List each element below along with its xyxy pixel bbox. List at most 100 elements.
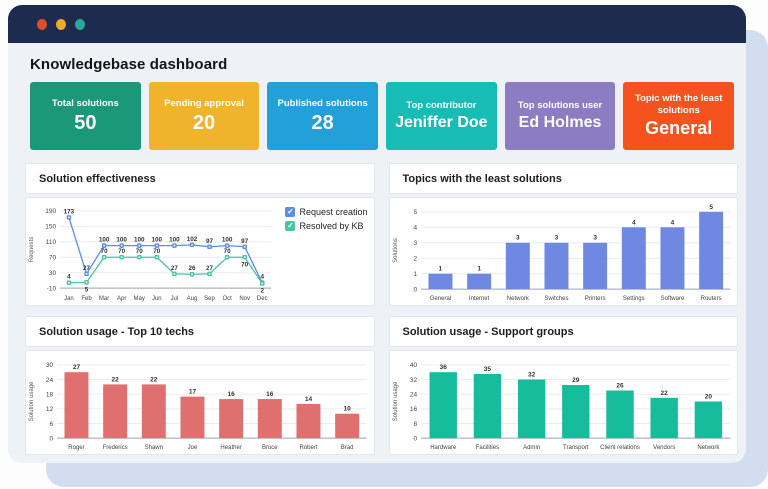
- bar-chart-solution-usage-top-techs: 0 6 12 18 24 30 Solution usage 27 Roger 22 Frederi…: [25, 350, 375, 455]
- svg-text:4: 4: [670, 219, 674, 226]
- svg-text:16: 16: [228, 391, 236, 398]
- panel-header: Solution effectiveness: [25, 163, 375, 194]
- window-titlebar: [8, 5, 746, 43]
- kpi-value: Jeniffer Doe: [395, 114, 488, 132]
- svg-text:-10: -10: [47, 285, 57, 292]
- svg-text:Software: Software: [660, 296, 684, 302]
- svg-text:Network: Network: [506, 296, 529, 302]
- panel-solution-usage-top-techs: Solution usage - Top 10 techs 0 6 12 18 24 30…: [25, 316, 375, 455]
- checkbox-checked-icon[interactable]: ✓: [285, 221, 296, 231]
- svg-text:18: 18: [46, 391, 54, 398]
- svg-text:70: 70: [101, 248, 109, 255]
- svg-text:Switches: Switches: [544, 296, 568, 302]
- svg-text:Heather: Heather: [220, 445, 241, 451]
- svg-text:Mar: Mar: [99, 296, 109, 302]
- svg-text:173: 173: [64, 208, 75, 215]
- svg-text:29: 29: [572, 377, 580, 384]
- svg-text:97: 97: [241, 238, 249, 245]
- svg-text:Apr: Apr: [117, 296, 126, 302]
- browser-window: Knowledgebase dashboard Total solutions …: [8, 5, 746, 463]
- svg-text:Jan: Jan: [64, 296, 74, 302]
- svg-text:22: 22: [660, 390, 668, 397]
- minimize-icon[interactable]: [56, 18, 66, 30]
- svg-text:1: 1: [477, 266, 481, 273]
- kpi-label: Top solutions user: [517, 100, 603, 111]
- chart-legend: ✓ Request creation ✓ Resolved by KB: [285, 207, 368, 231]
- svg-text:3: 3: [593, 235, 597, 242]
- svg-text:Admin: Admin: [523, 445, 540, 451]
- svg-text:Bruce: Bruce: [262, 445, 278, 451]
- svg-text:20: 20: [704, 393, 712, 400]
- svg-text:Roger: Roger: [68, 445, 84, 451]
- maximize-icon[interactable]: [75, 18, 85, 30]
- svg-text:102: 102: [187, 236, 198, 243]
- svg-text:Feb: Feb: [81, 296, 92, 302]
- svg-text:Frederics: Frederics: [103, 445, 128, 451]
- svg-text:Jun: Jun: [152, 296, 162, 302]
- svg-text:32: 32: [527, 371, 535, 378]
- svg-text:May: May: [134, 296, 145, 302]
- svg-text:Sep: Sep: [204, 296, 215, 302]
- kpi-card-top-contributor: Top contributor Jeniffer Doe: [386, 82, 497, 150]
- svg-text:10: 10: [344, 406, 352, 413]
- svg-text:100: 100: [169, 237, 180, 244]
- kpi-value: Ed Holmes: [518, 114, 602, 132]
- svg-text:190: 190: [45, 208, 56, 215]
- kpi-card-topic-least-solutions: Topic with the least solutions General: [623, 82, 735, 150]
- svg-text:Aug: Aug: [187, 296, 198, 302]
- checkbox-checked-icon[interactable]: ✓: [285, 207, 296, 217]
- svg-text:100: 100: [152, 237, 163, 244]
- kpi-value: General: [645, 117, 713, 138]
- close-icon[interactable]: [37, 18, 47, 30]
- svg-text:100: 100: [99, 237, 110, 244]
- svg-text:Solution usage: Solution usage: [29, 381, 35, 421]
- svg-text:0: 0: [413, 286, 417, 293]
- svg-text:2: 2: [261, 288, 265, 295]
- svg-text:5: 5: [709, 204, 713, 211]
- svg-text:Jul: Jul: [171, 296, 179, 302]
- svg-text:100: 100: [116, 237, 127, 244]
- svg-text:Facilities: Facilities: [475, 445, 498, 451]
- kpi-card-total-solutions: Total solutions 50: [30, 82, 141, 150]
- svg-text:4: 4: [631, 219, 635, 226]
- svg-text:100: 100: [134, 237, 145, 244]
- svg-text:Oct: Oct: [222, 296, 232, 302]
- kpi-card-pending-approval: Pending approval 20: [148, 82, 260, 150]
- svg-text:22: 22: [150, 376, 158, 383]
- svg-text:40: 40: [409, 362, 417, 369]
- svg-text:17: 17: [189, 389, 197, 396]
- kpi-card-published-solutions: Published solutions 28: [267, 82, 379, 150]
- svg-text:General: General: [429, 296, 450, 302]
- svg-text:Settings: Settings: [622, 296, 644, 302]
- svg-text:14: 14: [305, 396, 313, 403]
- svg-text:70: 70: [118, 248, 126, 255]
- page-title: Knowledgebase dashboard: [30, 56, 228, 73]
- legend-item[interactable]: ✓ Resolved by KB: [285, 221, 367, 231]
- svg-text:Hardware: Hardware: [430, 445, 457, 451]
- svg-text:27: 27: [171, 265, 179, 272]
- svg-text:27: 27: [83, 265, 91, 272]
- legend-item[interactable]: ✓ Request creation: [285, 207, 368, 217]
- panel-title: Solution usage - Top 10 techs: [39, 326, 195, 338]
- svg-text:70: 70: [224, 248, 232, 255]
- svg-text:Solution usage: Solution usage: [393, 381, 399, 421]
- svg-text:Printers: Printers: [584, 296, 605, 302]
- svg-text:70: 70: [136, 248, 144, 255]
- line-chart-solution-effectiveness: -10 30 70 110 150 190 Requests Jan Feb Mar Apr May J…: [25, 197, 375, 306]
- panel-title: Topics with the least solutions: [402, 173, 562, 185]
- svg-text:Brad: Brad: [341, 445, 354, 451]
- svg-text:16: 16: [409, 406, 417, 413]
- svg-text:97: 97: [206, 238, 214, 245]
- svg-text:Vendors: Vendors: [653, 445, 675, 451]
- kpi-card-top-solutions-user: Top solutions user Ed Holmes: [504, 82, 616, 150]
- svg-text:27: 27: [73, 364, 81, 371]
- kpi-label: Total solutions: [51, 97, 119, 109]
- svg-text:4: 4: [67, 274, 71, 281]
- panel-header: Solution usage - Support groups: [388, 316, 738, 347]
- svg-text:Dec: Dec: [257, 296, 268, 302]
- svg-text:8: 8: [413, 421, 417, 428]
- svg-text:26: 26: [616, 382, 624, 389]
- svg-text:24: 24: [409, 391, 417, 398]
- svg-text:4: 4: [413, 225, 417, 232]
- svg-text:30: 30: [49, 270, 57, 277]
